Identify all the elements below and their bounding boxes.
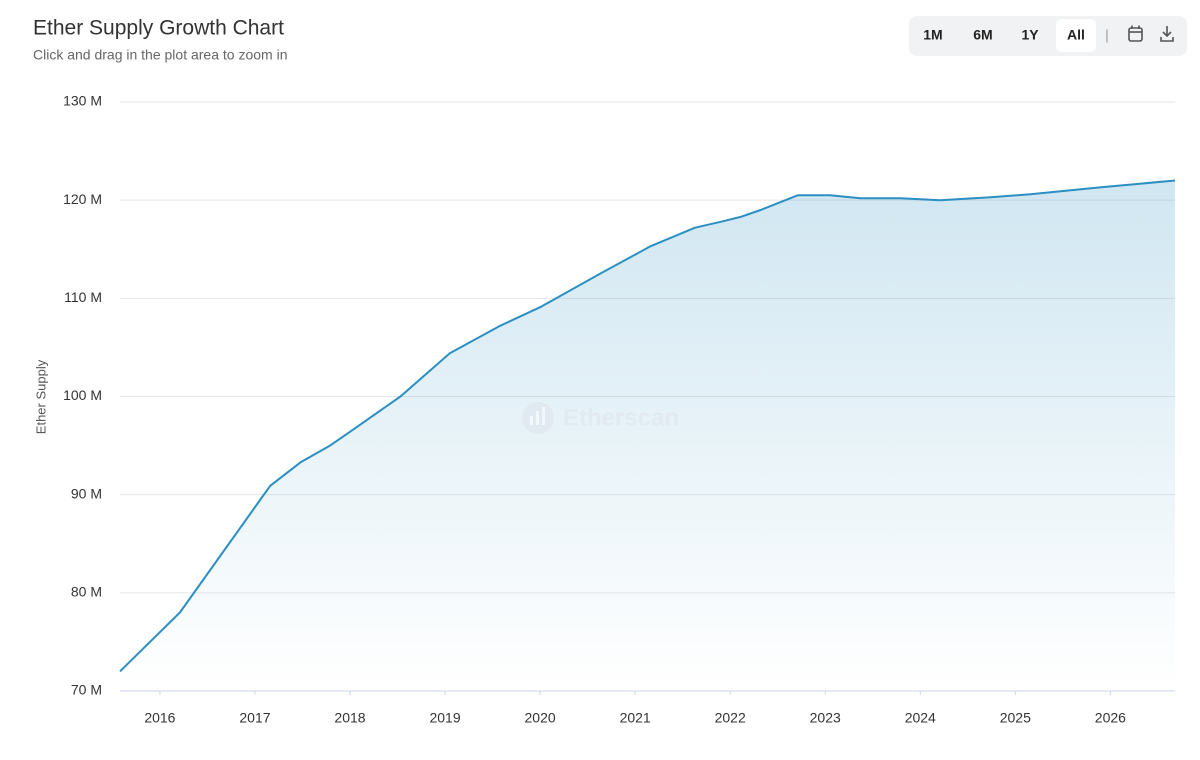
y-tick-label: 70 M <box>71 682 102 698</box>
x-tick-label: 2023 <box>810 710 841 726</box>
range-button[interactable]: 1Y <box>1021 27 1039 43</box>
selected-bg <box>1056 19 1096 52</box>
toolbar <box>909 16 1187 56</box>
x-tick-label: 2017 <box>239 710 270 726</box>
x-tick-label: 2016 <box>144 710 175 726</box>
plot-area[interactable]: 70 M 80 M 90 M 100 M 110 M 120 M 130 M 2016 2017… <box>63 93 1176 726</box>
x-tick-label: 2025 <box>1000 710 1031 726</box>
x-tick-label: 2020 <box>525 710 556 726</box>
download-button[interactable] <box>1160 26 1174 42</box>
chart-title: Ether Supply Growth Chart <box>33 17 284 40</box>
y-axis-label: Ether Supply <box>33 359 48 434</box>
range-button[interactable]: All <box>1056 19 1096 52</box>
calendar-button[interactable] <box>1128 25 1143 42</box>
line <box>119 179 1176 673</box>
separator: | <box>1105 27 1109 43</box>
watermark: Etherscan <box>522 402 679 434</box>
y-tick-label: 100 M <box>63 387 102 403</box>
area <box>120 180 1175 691</box>
x-tick-label: 2021 <box>620 710 651 726</box>
y-tick-label: 130 M <box>63 93 102 109</box>
watermark-text: Etherscan <box>563 404 679 431</box>
y-tick-label: 90 M <box>71 485 102 501</box>
y-tick-label: 120 M <box>63 191 102 207</box>
x-tick-label: 2024 <box>905 710 936 726</box>
range-button-label[interactable]: 1Y <box>1021 27 1039 43</box>
x-tick-label: 2019 <box>429 710 460 726</box>
y-tick-label: 110 M <box>64 289 102 305</box>
range-buttons: 1M 6M 1Y All <box>923 19 1096 52</box>
y-tick-label: 80 M <box>71 584 102 600</box>
x-tick-label: 2018 <box>334 710 365 726</box>
x-tick-label: 2026 <box>1095 710 1126 726</box>
range-button[interactable]: 1M <box>923 27 942 43</box>
range-button-label[interactable]: 6M <box>973 27 992 43</box>
range-button-label[interactable]: 1M <box>923 27 942 43</box>
range-button-label[interactable]: All <box>1067 27 1085 43</box>
chart-subtitle: Click and drag in the plot area to zoom … <box>33 47 287 63</box>
range-button[interactable]: 6M <box>973 27 992 43</box>
x-tick-label: 2022 <box>715 710 746 726</box>
